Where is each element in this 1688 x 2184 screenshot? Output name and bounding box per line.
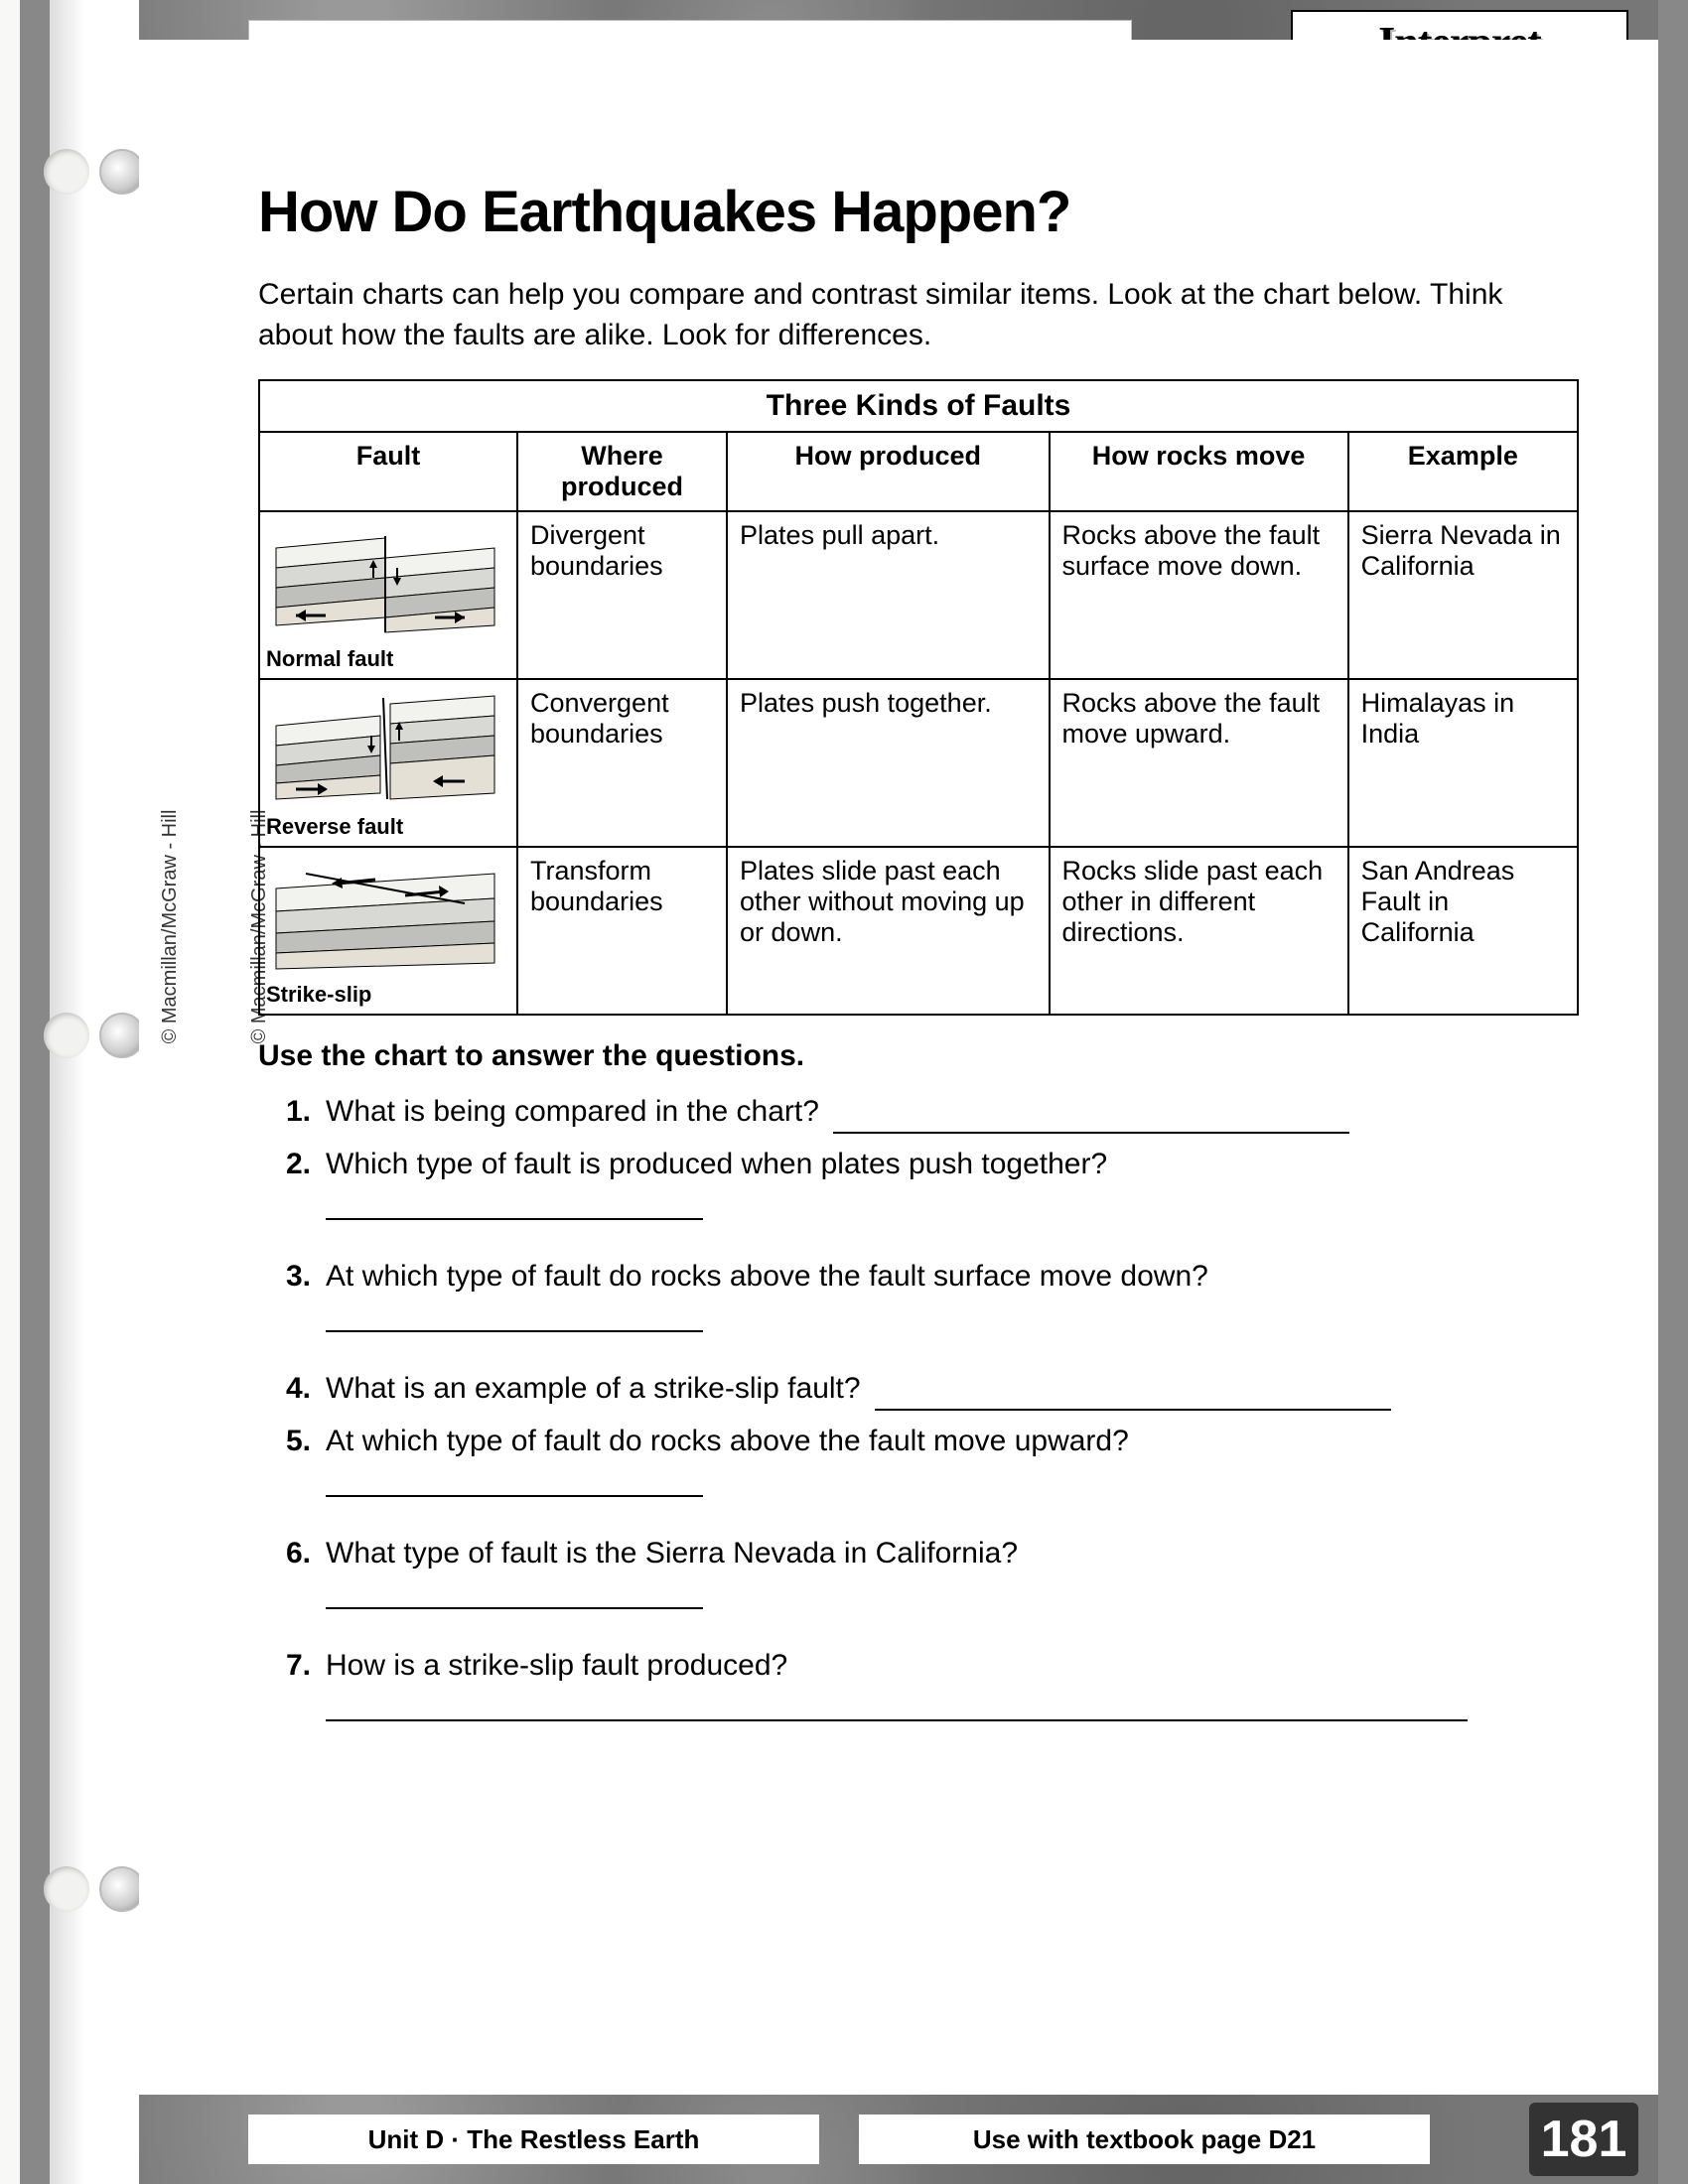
normal-fault-icon [266,518,504,637]
questions-heading: Use the chart to answer the questions. [258,1039,1579,1073]
cell-where: Convergent boundaries [517,679,727,847]
table-row: Normal fault Divergent boundaries Plates… [259,511,1578,679]
cell-where: Divergent boundaries [517,511,727,679]
cell-example: Sierra Nevada in California [1348,511,1578,679]
question-2: 2. Which type of fault is produced when … [286,1142,1579,1186]
cell-where: Transform boundaries [517,847,727,1015]
col-where: Where produced [517,432,727,511]
page-number-badge: 181 [1529,2103,1638,2176]
cell-example: San Andreas Fault in California [1348,847,1578,1015]
question-text: What type of fault is the Sierra Nevada … [326,1531,1579,1575]
answer-blank[interactable] [326,1583,703,1609]
question-1: 1. What is being compared in the chart? [286,1089,1579,1134]
question-text: How is a strike-slip fault produced? [326,1643,1579,1688]
cell-example: Himalayas in India [1348,679,1578,847]
intro-paragraph: Certain charts can help you compare and … [258,275,1579,355]
col-rocks: How rocks move [1050,432,1348,511]
question-text: Which type of fault is produced when pla… [326,1142,1579,1186]
footer-ref: Use with textbook page D21 [859,2115,1430,2164]
punch-hole [44,149,89,195]
question-number: 6. [286,1531,326,1575]
strike-slip-fault-icon [266,854,504,973]
cell-how: Plates push together. [727,679,1049,847]
border-right [1658,0,1688,2184]
question-number: 4. [286,1366,326,1411]
fault-diagram-cell: Normal fault [259,511,517,679]
fault-diagram-cell: Strike-slip [259,847,517,1015]
footer-bar: Unit D · The Restless Earth Use with tex… [248,2115,1470,2164]
question-number: 3. [286,1254,326,1298]
col-fault: Fault [259,432,517,511]
fault-diagram-cell: Reverse fault [259,679,517,847]
fault-label: Strike-slip [266,982,510,1008]
copyright-text: © Macmillan/McGraw - Hill [159,810,182,1044]
footer-unit: Unit D · The Restless Earth [248,2115,819,2164]
fault-label: Normal fault [266,646,510,672]
faults-table: Three Kinds of Faults Fault Where produc… [258,379,1579,1016]
reverse-fault-icon [266,686,504,805]
page-body: © Macmillan/McGraw - Hill © Macmillan/Mc… [139,40,1658,2095]
cell-rocks: Rocks above the fault surface move down. [1050,511,1348,679]
content-area: How Do Earthquakes Happen? Certain chart… [258,159,1579,1737]
punch-hole [44,1013,89,1058]
question-number: 2. [286,1142,326,1186]
answer-blank[interactable] [326,1194,703,1220]
border-left [20,0,50,2184]
answer-blank[interactable] [326,1696,1468,1721]
answer-blank[interactable] [833,1132,1349,1134]
question-7: 7. How is a strike-slip fault produced? [286,1643,1579,1688]
table-title: Three Kinds of Faults [259,380,1578,432]
question-6: 6. What type of fault is the Sierra Neva… [286,1531,1579,1575]
col-how: How produced [727,432,1049,511]
question-number: 7. [286,1643,326,1688]
question-number: 5. [286,1419,326,1463]
fault-label: Reverse fault [266,814,510,840]
cell-how: Plates pull apart. [727,511,1049,679]
scan-background: Name Date Interpret Illustrations Lesson… [0,0,1688,2184]
question-text: What is an example of a strike-slip faul… [326,1372,861,1405]
question-text: What is being compared in the chart? [326,1095,819,1128]
question-number: 1. [286,1089,326,1134]
book-spine [50,0,139,2184]
table-row: Reverse fault Convergent boundaries Plat… [259,679,1578,847]
punch-hole [44,1866,89,1912]
question-5: 5. At which type of fault do rocks above… [286,1419,1579,1463]
cell-rocks: Rocks above the fault move upward. [1050,679,1348,847]
page-title: How Do Earthquakes Happen? [258,179,1579,245]
cell-how: Plates slide past each other without mov… [727,847,1049,1015]
answer-blank[interactable] [326,1306,703,1332]
table-row: Strike-slip Transform boundaries Plates … [259,847,1578,1015]
question-3: 3. At which type of fault do rocks above… [286,1254,1579,1298]
answer-blank[interactable] [326,1471,703,1497]
answer-blank[interactable] [875,1409,1391,1411]
cell-rocks: Rocks slide past each other in different… [1050,847,1348,1015]
col-example: Example [1348,432,1578,511]
question-text: At which type of fault do rocks above th… [326,1419,1579,1463]
table-header-row: Fault Where produced How produced How ro… [259,432,1578,511]
question-4: 4. What is an example of a strike-slip f… [286,1366,1579,1411]
question-text: At which type of fault do rocks above th… [326,1254,1579,1298]
